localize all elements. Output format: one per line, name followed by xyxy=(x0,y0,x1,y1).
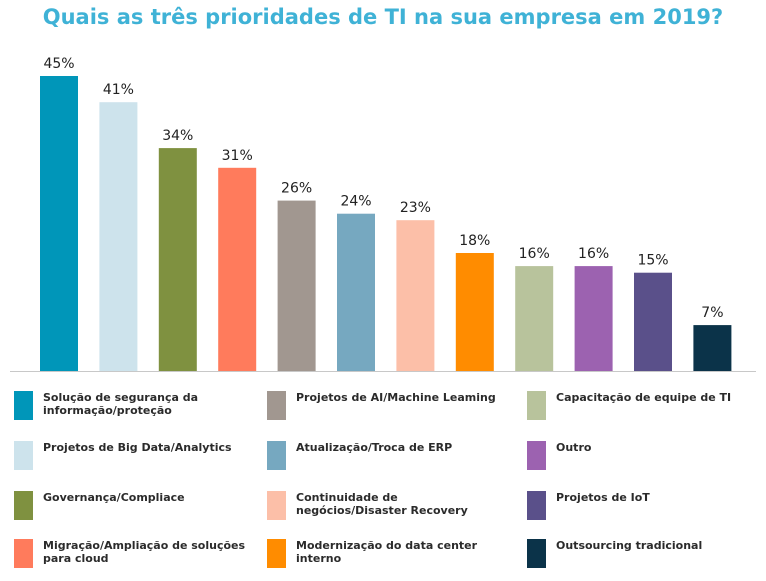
bar-5 xyxy=(277,200,316,371)
bar-8 xyxy=(455,253,494,371)
bar-9 xyxy=(515,266,554,371)
bar-12 xyxy=(693,325,732,371)
legend-swatch xyxy=(267,491,286,520)
bar-value-label: 45% xyxy=(43,56,74,72)
bar-value-label: 7% xyxy=(701,305,723,321)
legend-label: Outsourcing tradicional xyxy=(556,539,703,552)
bar-value-label: 16% xyxy=(578,246,609,262)
legend-label: Governança/Compliace xyxy=(43,491,185,504)
bar-10 xyxy=(574,266,613,371)
bar-value-label: 34% xyxy=(162,128,193,144)
legend-swatch xyxy=(527,539,546,568)
legend-swatch xyxy=(267,539,286,568)
bar-7 xyxy=(396,220,435,371)
legend-swatch xyxy=(527,441,546,470)
bar-value-label: 15% xyxy=(637,253,668,269)
legend-label: Modernização do data center interno xyxy=(296,539,478,565)
bar-11 xyxy=(634,272,672,371)
legend-label: Projetos de IoT xyxy=(556,491,650,504)
bar-value-label: 26% xyxy=(281,181,312,197)
legend-swatch xyxy=(527,491,546,520)
legend-label: Projetos de Big Data/Analytics xyxy=(43,441,232,454)
legend-label: Projetos de AI/Machine Leaming xyxy=(296,391,496,404)
legend-swatch xyxy=(267,441,286,470)
bar-value-label: 23% xyxy=(400,200,431,216)
legend-label: Outro xyxy=(556,441,592,454)
bar-value-label: 41% xyxy=(103,82,134,98)
bar-value-label: 18% xyxy=(459,233,490,249)
legend-swatch xyxy=(14,539,33,568)
legend-label: Continuidade de negócios/Disaster Recove… xyxy=(296,491,468,517)
legend-swatch xyxy=(527,391,546,420)
legend-swatch xyxy=(14,491,33,520)
legend-label: Solução de segurança da informação/prote… xyxy=(43,391,199,417)
bar-1 xyxy=(40,76,78,371)
chart-title: Quais as três prioridades de TI na sua e… xyxy=(42,5,724,29)
legend-swatch xyxy=(267,391,286,420)
bar-2 xyxy=(99,102,138,371)
bar-value-label: 16% xyxy=(519,246,550,262)
bar-value-label: 24% xyxy=(340,194,371,210)
bar-6 xyxy=(337,213,375,371)
legend-label: Capacitação de equipe de TI xyxy=(556,391,732,404)
legend-swatch xyxy=(14,441,33,470)
bar-3 xyxy=(158,148,197,371)
legend-label: Migração/Ampliação de soluções para clou… xyxy=(43,539,246,565)
bar-4 xyxy=(218,167,257,371)
bar-value-label: 31% xyxy=(222,148,253,164)
legend-label: Atualização/Troca de ERP xyxy=(296,441,453,454)
legend-swatch xyxy=(14,391,33,420)
